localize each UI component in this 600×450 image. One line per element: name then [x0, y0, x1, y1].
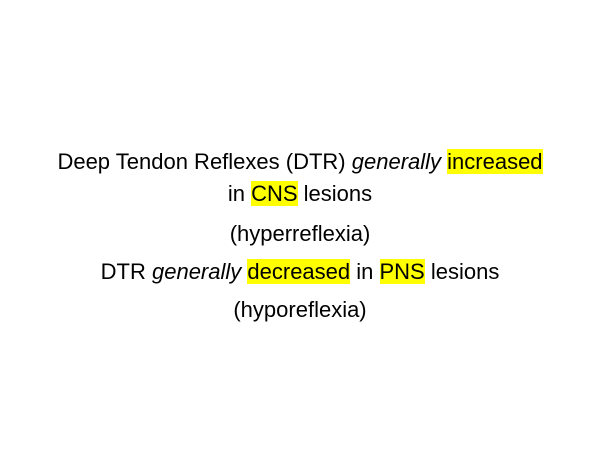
- dtr-increased-line: Deep Tendon Reflexes (DTR) generally inc…: [0, 148, 600, 176]
- highlight-decreased: decreased: [247, 259, 351, 284]
- hyperreflexia-line: (hyperreflexia): [229, 221, 371, 246]
- highlight-pns: PNS: [379, 259, 425, 284]
- line1-emphasis: generally: [351, 149, 442, 174]
- highlight-cns: CNS: [251, 181, 298, 206]
- line4-emphasis: generally: [151, 259, 242, 284]
- line4-tail: lesions: [424, 259, 500, 284]
- highlight-increased: increased: [447, 149, 543, 174]
- cns-lesions-line: in CNS lesions: [0, 180, 600, 208]
- line1-lead: Deep Tendon Reflexes (DTR): [57, 149, 352, 174]
- line2-tail: lesions: [297, 181, 373, 206]
- hyporeflexia-line: (hyporeflexia): [233, 297, 367, 322]
- line4-lead: DTR: [100, 259, 152, 284]
- dtr-decreased-line: DTR generally decreased in PNS lesions: [0, 258, 600, 286]
- line4-middle: in: [350, 259, 380, 284]
- line2-lead: in: [227, 181, 252, 206]
